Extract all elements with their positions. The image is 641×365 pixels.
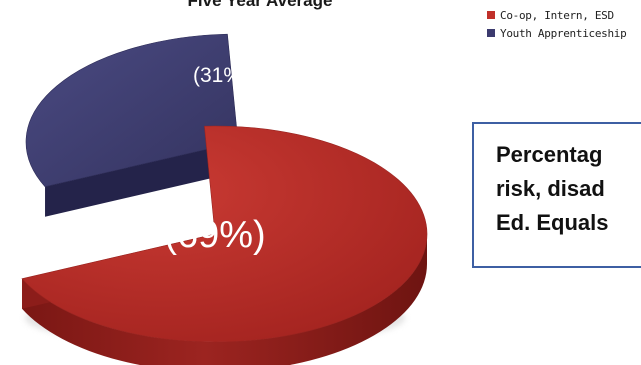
pie-slice-co-op bbox=[21, 125, 428, 343]
callout-box: Percentag risk, disad Ed. Equals bbox=[472, 122, 641, 268]
data-label-co-op: (69%) bbox=[164, 214, 265, 256]
legend-swatch-co-op bbox=[487, 11, 495, 19]
data-label-youth-apprenticeship: (31%) bbox=[193, 64, 249, 87]
legend-swatch-youth-apprenticeship bbox=[487, 29, 495, 37]
pie-slice-youth-apprenticeship-wall-left bbox=[45, 142, 239, 217]
legend-item-co-op: Co-op, Intern, ESD bbox=[487, 6, 626, 24]
callout-line-3: Ed. Equals bbox=[496, 210, 609, 235]
callout-line-1: Percentag bbox=[496, 142, 603, 167]
legend-item-youth-apprenticeship: Youth Apprenticeship bbox=[487, 24, 627, 42]
legend-label-co-op: Co-op, Intern, ESD bbox=[500, 8, 614, 22]
callout-line-2: risk, disad bbox=[496, 176, 605, 201]
pie-slice-youth-apprenticeship bbox=[25, 33, 239, 188]
chart-legend: Co-op, Intern, ESD Youth Apprenticeship bbox=[487, 6, 627, 42]
pie-slice-co-op-wall bbox=[22, 234, 427, 365]
chart-title: Five Year Average bbox=[187, 0, 333, 10]
legend-label-youth-apprenticeship: Youth Apprenticeship bbox=[500, 26, 627, 40]
